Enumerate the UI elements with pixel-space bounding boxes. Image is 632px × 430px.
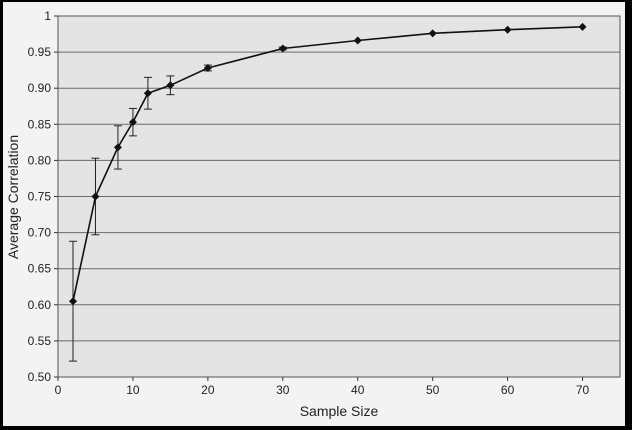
x-axis-title: Sample Size xyxy=(300,403,379,419)
y-tick-label: 0.70 xyxy=(28,226,52,240)
y-tick-label: 0.75 xyxy=(28,190,52,204)
data-point xyxy=(578,22,587,31)
data-point xyxy=(503,25,512,34)
data-point xyxy=(353,36,362,45)
y-tick-label: 0.55 xyxy=(28,334,52,348)
x-tick-label: 40 xyxy=(351,383,365,397)
y-tick-label: 0.60 xyxy=(28,298,52,312)
data-point xyxy=(91,192,100,201)
y-tick-label: 0.85 xyxy=(28,117,52,131)
data-point xyxy=(128,118,137,127)
x-tick-label: 0 xyxy=(55,383,62,397)
x-tick-label: 20 xyxy=(201,383,215,397)
x-tick-label: 50 xyxy=(426,383,440,397)
y-tick-label: 0.80 xyxy=(28,153,52,167)
y-tick-label: 0.95 xyxy=(28,45,52,59)
x-tick-label: 10 xyxy=(126,383,140,397)
y-axis-ticks: 0.50 0.55 0.60 0.65 0.70 0.75 0.80 0.85 0.90 0.95… xyxy=(28,9,58,384)
x-axis-ticks: 0 10 20 30 40 50 60 70 xyxy=(55,377,590,397)
data-point xyxy=(113,143,122,152)
x-tick-label: 60 xyxy=(501,383,515,397)
x-tick-label: 30 xyxy=(276,383,290,397)
y-tick-label: 0.50 xyxy=(28,370,52,384)
chart: 0.50 0.55 0.60 0.65 0.70 0.75 0.80 0.85 0.90 0.95… xyxy=(5,9,621,419)
y-axis-title: Average Correlation xyxy=(5,135,21,259)
x-tick-label: 70 xyxy=(576,383,590,397)
y-tick-label: 1 xyxy=(44,9,51,23)
data-point xyxy=(203,63,212,72)
data-markers xyxy=(68,22,587,306)
data-point xyxy=(166,81,175,90)
data-point xyxy=(143,89,152,98)
data-point xyxy=(428,29,437,38)
data-point xyxy=(68,297,77,306)
data-point xyxy=(278,44,287,53)
y-tick-label: 0.90 xyxy=(28,81,52,95)
y-tick-label: 0.65 xyxy=(28,262,52,276)
chart-frame: 0.50 0.55 0.60 0.65 0.70 0.75 0.80 0.85 0.90 0.95… xyxy=(3,2,625,426)
series-line xyxy=(72,26,583,302)
gridlines xyxy=(58,51,620,342)
